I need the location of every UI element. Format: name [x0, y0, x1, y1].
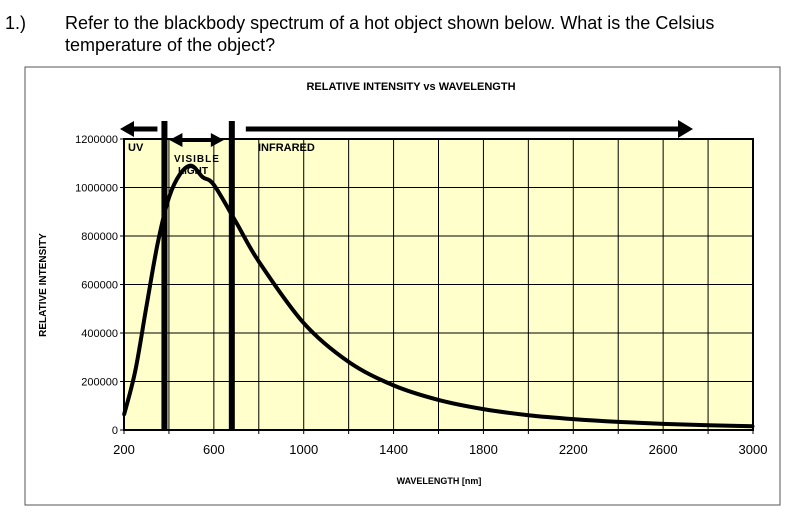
- y-axis-label: RELATIVE INTENSITY: [38, 233, 49, 337]
- x-tick-label: 1400: [379, 442, 408, 457]
- y-tick-label: 200000: [81, 377, 118, 389]
- x-tick-label: 2600: [649, 442, 678, 457]
- y-tick-label: 600000: [81, 280, 118, 292]
- x-tick-label: 1000: [289, 442, 318, 457]
- question-number: 1.): [5, 13, 27, 33]
- y-tick-label: 1000000: [75, 183, 118, 195]
- visible-label: VISIBLE: [174, 154, 220, 165]
- spectrum-curve: [122, 163, 754, 429]
- visible-arrow-head-left: [169, 133, 183, 147]
- y-tick-label: 800000: [81, 231, 118, 243]
- question-text: Refer to the blackbody spectrum of a hot…: [65, 13, 715, 55]
- y-tick-label: 1200000: [75, 134, 118, 146]
- x-tick-label: 2200: [559, 442, 588, 457]
- x-tick-label: 200: [113, 442, 135, 457]
- y-tick-label: 0: [112, 425, 118, 437]
- infrared-label: INFRARED: [258, 142, 315, 154]
- x-tick-label: 1800: [469, 442, 498, 457]
- visible-arrow-head-right: [210, 133, 224, 147]
- uv-arrow-head: [120, 121, 134, 137]
- chart-title: RELATIVE INTENSITY vs WAVELENGTH: [306, 81, 515, 93]
- infrared-arrow-head: [678, 120, 693, 138]
- uv-label: UV: [128, 142, 144, 154]
- x-axis-label: WAVELENGTH [nm]: [397, 476, 482, 486]
- x-tick-label: 600: [203, 442, 225, 457]
- y-tick-label: 400000: [81, 328, 118, 340]
- light-label: LIGHT: [178, 166, 208, 177]
- x-tick-label: 3000: [739, 442, 768, 457]
